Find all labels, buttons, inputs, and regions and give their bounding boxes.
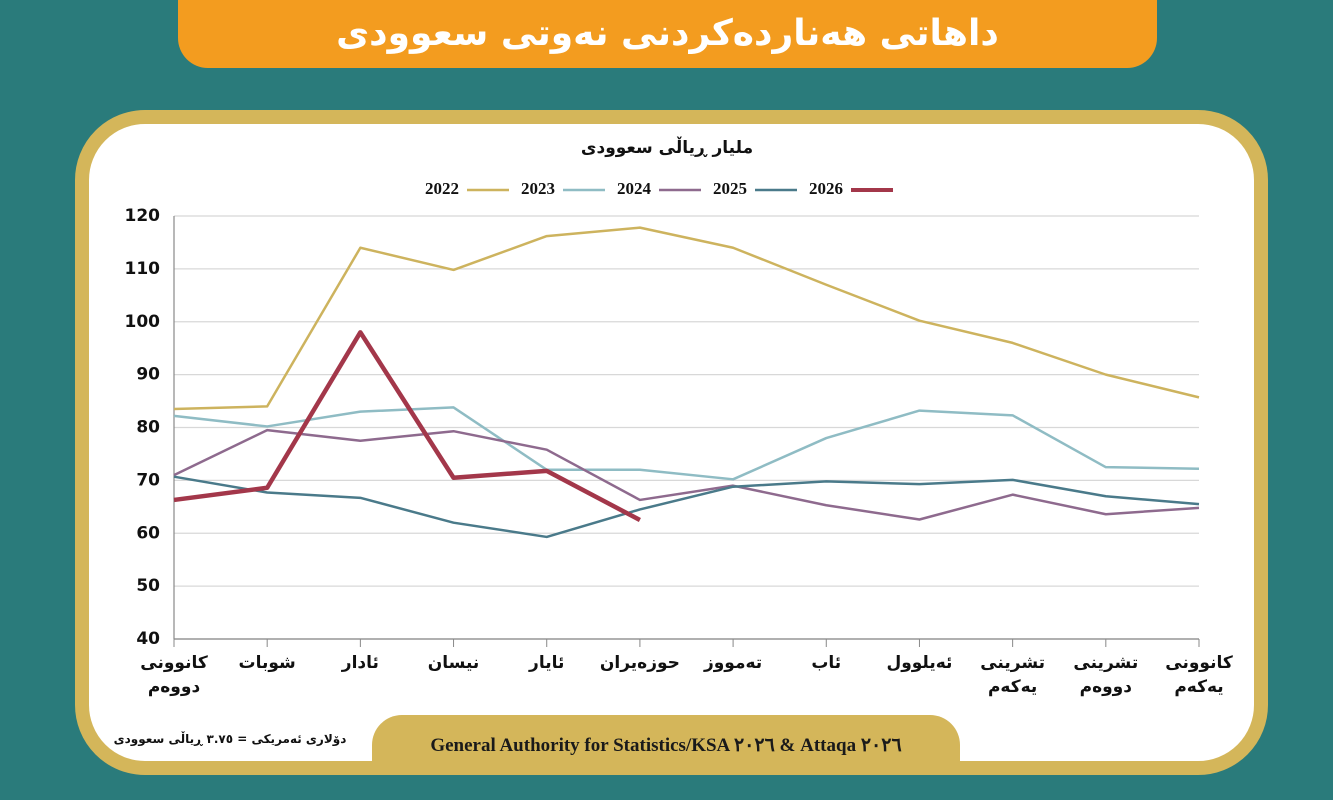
y-tick-label: 110	[125, 259, 161, 279]
x-tick-label: كانوونی یەکەم	[1165, 653, 1233, 697]
y-tick-label: 80	[136, 418, 160, 438]
y-tick-label: 60	[136, 523, 160, 543]
title: داهاتی هەناردەکردنی نەوتی سعوودی	[178, 0, 1157, 68]
legend-label: 2026	[809, 179, 843, 198]
x-tick-label: نیسان	[427, 653, 480, 673]
y-tick-label: 90	[136, 365, 160, 385]
x-tick-label: تەمووز	[703, 653, 763, 673]
legend-label: 2023	[521, 179, 555, 198]
series-line	[173, 330, 641, 523]
subtitle: ملیار ڕیاڵی سعوودی	[581, 136, 753, 158]
series-line	[173, 226, 1200, 411]
y-tick-label: 120	[125, 206, 161, 226]
x-tick-label: تشرینی یەکەم	[980, 653, 1046, 697]
source: General Authority for Statistics/KSA ٢٠٢…	[372, 715, 960, 775]
series-line	[173, 475, 1200, 539]
legend-label: 2025	[713, 179, 747, 198]
legend-label: 2022	[425, 179, 459, 198]
x-tick-label: كانوونی دووەم	[140, 653, 208, 697]
y-tick-label: 50	[136, 576, 160, 596]
x-tick-label: ئەیلوول	[886, 653, 953, 673]
footnote: دۆلاری ئەمریکی = ٣.٧٥ ڕیاڵی سعوودی	[113, 732, 347, 746]
x-tick-label: تشرینی دووەم	[1073, 653, 1139, 697]
series-line	[173, 428, 1200, 521]
y-tick-label: 70	[136, 470, 160, 490]
legend-label: 2024	[617, 179, 652, 198]
x-tick-label: ئاب	[811, 653, 842, 673]
x-tick-label: شوبات	[238, 653, 296, 673]
x-tick-label: حوزەیران	[599, 653, 680, 673]
series-line	[173, 406, 1200, 481]
x-tick-label: ئادار	[341, 653, 379, 673]
y-tick-label: 40	[136, 629, 160, 649]
y-tick-label: 100	[125, 312, 161, 332]
x-tick-label: ئایار	[529, 653, 565, 673]
